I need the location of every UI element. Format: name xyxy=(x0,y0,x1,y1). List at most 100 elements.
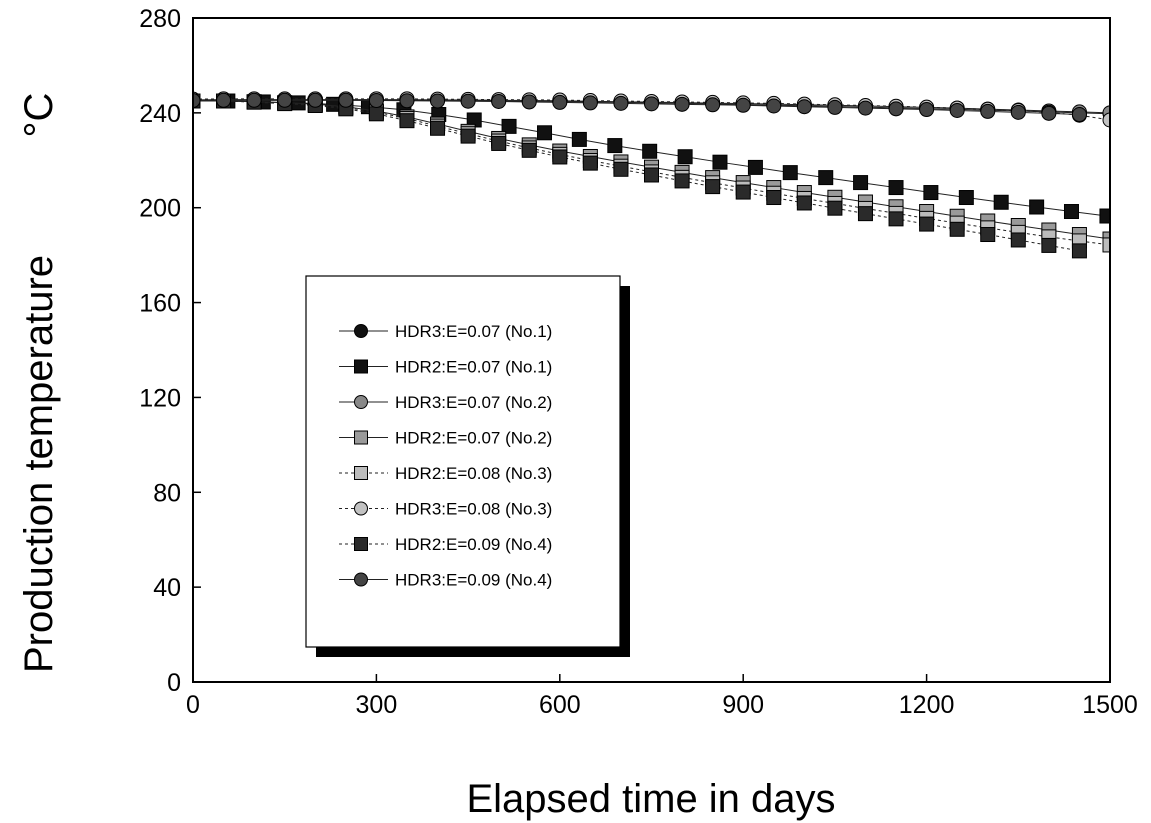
data-point xyxy=(1102,112,1110,128)
data-point xyxy=(552,94,568,110)
x-tick-label: 900 xyxy=(722,691,764,719)
data-point xyxy=(712,154,728,170)
legend-label: HDR2:E=0.07 (No.1) xyxy=(395,358,552,377)
legend-label: HDR2:E=0.07 (No.2) xyxy=(395,429,552,448)
data-point xyxy=(613,161,629,177)
x-tick-label: 1200 xyxy=(899,691,955,719)
x-tick-label: 1500 xyxy=(1082,691,1138,719)
legend-entry: HDR2:E=0.07 (No.1) xyxy=(339,358,552,377)
legend-entries: HDR3:E=0.07 (No.1) HDR2:E=0.07 (No.1) HDR3… xyxy=(339,322,552,590)
y-tick-label: 200 xyxy=(139,195,181,223)
data-point xyxy=(193,93,201,109)
data-point xyxy=(888,180,904,196)
legend-label: HDR3:E=0.08 (No.3) xyxy=(395,500,552,519)
data-point xyxy=(705,97,721,113)
x-axis-title: Elapsed time in days xyxy=(466,777,835,821)
data-point xyxy=(642,143,658,159)
legend-marker xyxy=(354,466,368,480)
data-point xyxy=(958,190,974,206)
data-point xyxy=(246,92,262,108)
data-point xyxy=(277,92,293,108)
legend-entry: HDR3:E=0.07 (No.2) xyxy=(339,393,552,412)
legend-marker xyxy=(354,359,368,374)
y-tick-label: 240 xyxy=(139,100,181,128)
x-tick-label: 0 xyxy=(186,691,200,719)
data-point xyxy=(735,184,751,200)
data-point xyxy=(1102,237,1110,253)
legend-marker xyxy=(354,430,368,445)
legend-marker xyxy=(354,537,368,551)
data-point xyxy=(980,103,996,119)
data-point xyxy=(1063,204,1079,220)
data-point xyxy=(993,194,1009,210)
data-point xyxy=(607,138,623,154)
y-tick-label: 40 xyxy=(153,574,181,602)
data-point xyxy=(644,96,659,112)
data-point xyxy=(491,93,507,109)
data-point xyxy=(430,93,446,109)
data-point xyxy=(923,185,939,201)
y-axis-title: Production temperature xyxy=(17,255,61,673)
legend-label: HDR2:E=0.09 (No.4) xyxy=(395,535,552,554)
y-tick-label: 0 xyxy=(167,669,181,697)
data-point xyxy=(460,128,476,144)
data-point xyxy=(521,142,537,158)
data-point xyxy=(747,159,763,175)
data-point xyxy=(766,190,782,206)
data-point xyxy=(919,102,935,118)
legend-label: HDR3:E=0.07 (No.1) xyxy=(395,322,552,341)
data-point xyxy=(766,98,782,114)
data-point xyxy=(674,96,690,112)
data-point xyxy=(1041,105,1057,121)
data-point xyxy=(1071,107,1087,123)
legend-label: HDR2:E=0.08 (No.3) xyxy=(395,464,552,483)
data-point xyxy=(368,93,384,109)
data-point xyxy=(537,125,553,141)
data-point xyxy=(827,99,843,115)
data-point xyxy=(705,179,721,195)
data-point xyxy=(216,92,232,108)
data-point xyxy=(853,175,869,191)
data-point xyxy=(888,211,904,227)
data-point xyxy=(674,173,690,189)
data-point xyxy=(782,165,798,181)
data-point xyxy=(1010,104,1026,120)
y-tick-label: 280 xyxy=(139,5,181,33)
plot-frame xyxy=(192,17,1111,683)
y-tick-label: 160 xyxy=(139,290,181,318)
data-point xyxy=(980,227,996,243)
x-tick-label: 600 xyxy=(539,691,581,719)
data-point xyxy=(857,206,873,222)
data-point xyxy=(1041,237,1057,253)
legend-entry: HDR3:E=0.09 (No.4) xyxy=(339,571,552,590)
y-axis-unit: °C xyxy=(17,93,61,138)
data-point xyxy=(430,120,446,136)
legend-marker xyxy=(354,572,368,587)
data-point xyxy=(949,221,965,237)
axis-ticks: 0 300 600 900 1200 1500 0 40 80 120 160 200 240 280 xyxy=(139,5,1138,719)
data-point xyxy=(307,92,323,108)
data-point xyxy=(368,106,384,122)
data-point xyxy=(399,113,415,129)
legend: HDR3:E=0.07 (No.1) HDR2:E=0.07 (No.1) HDR3… xyxy=(305,275,630,657)
legend-entry: HDR2:E=0.09 (No.4) xyxy=(339,535,552,554)
data-point xyxy=(857,100,873,116)
data-point xyxy=(919,216,935,232)
legend-entry: HDR2:E=0.08 (No.3) xyxy=(339,464,552,483)
data-point xyxy=(1010,232,1026,248)
series-8 xyxy=(193,92,1087,123)
data-point xyxy=(521,94,537,110)
data-point xyxy=(888,101,904,117)
data-point xyxy=(796,99,812,115)
data-point xyxy=(552,149,568,165)
data-point xyxy=(582,155,598,171)
data-point xyxy=(677,149,693,165)
data-point xyxy=(491,135,507,151)
y-tick-label: 120 xyxy=(139,384,181,412)
legend-entry: HDR3:E=0.08 (No.3) xyxy=(339,500,552,519)
data-point xyxy=(1099,208,1110,224)
data-point xyxy=(399,93,415,109)
series-layer xyxy=(193,91,1110,259)
data-point xyxy=(644,167,659,183)
data-point xyxy=(571,131,587,147)
